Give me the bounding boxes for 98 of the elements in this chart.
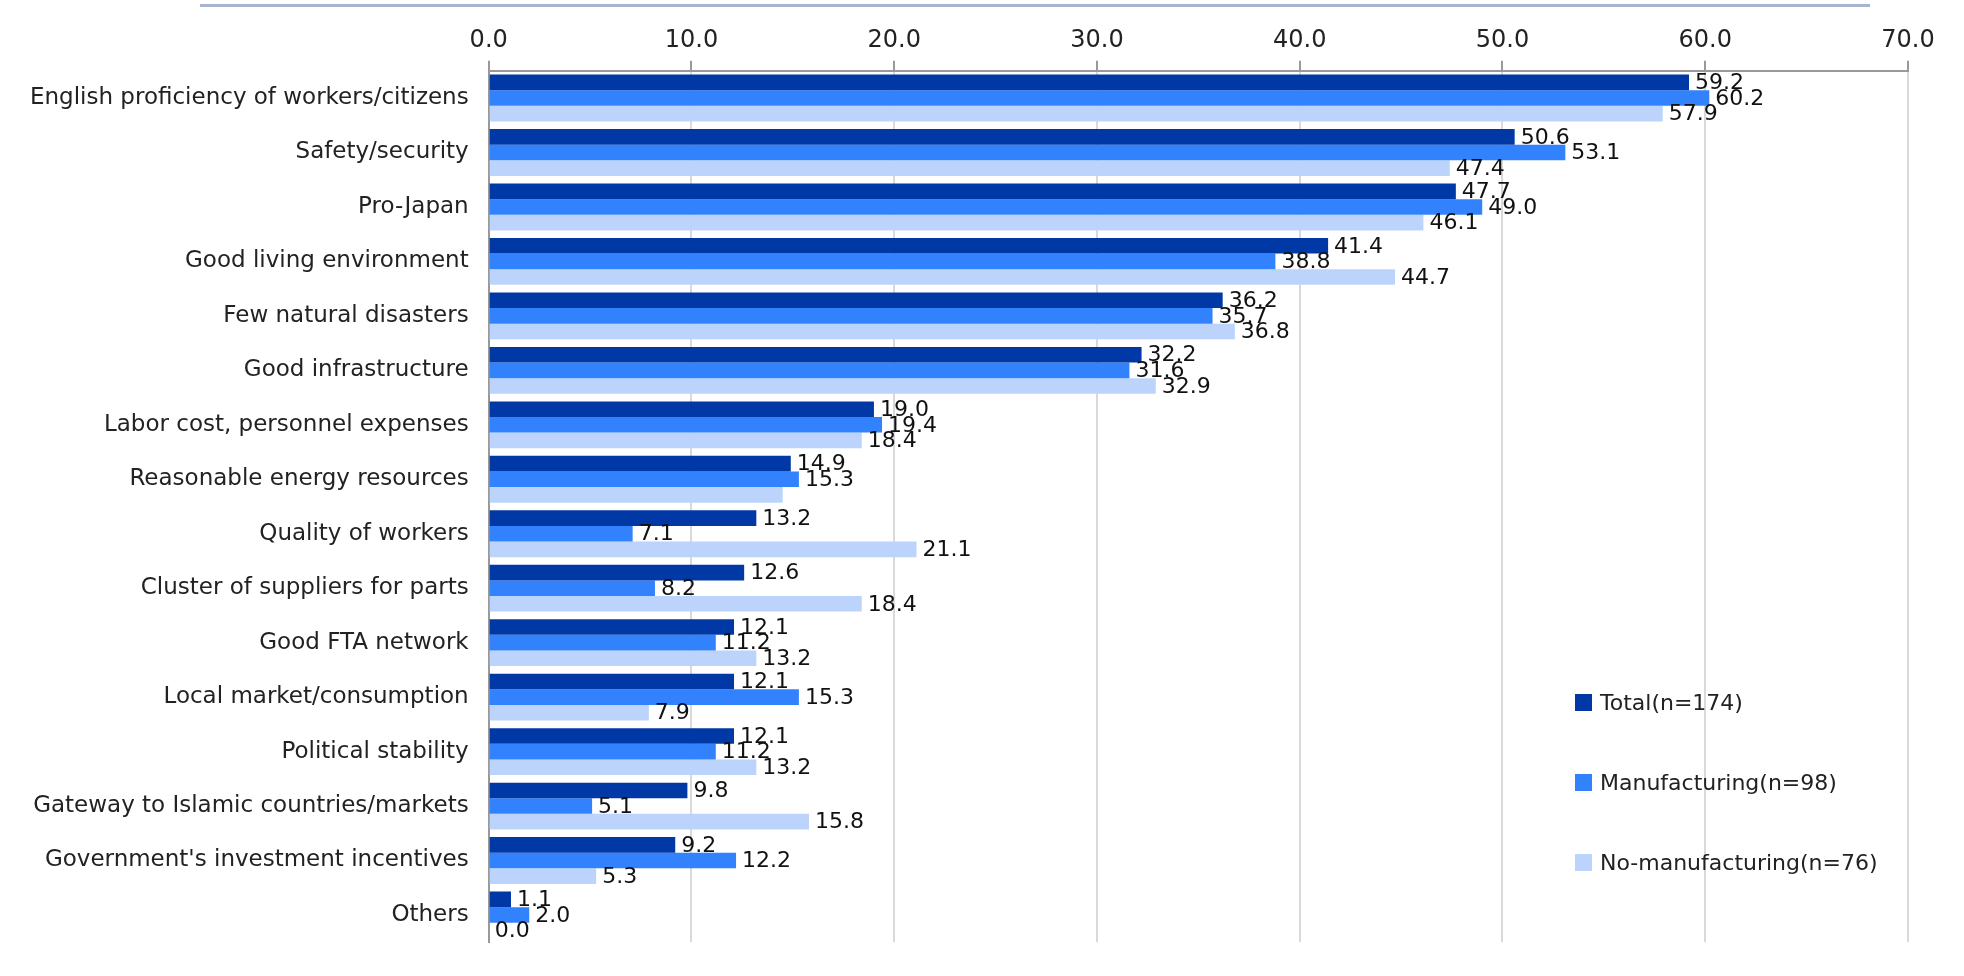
y-tick-label: Few natural disasters — [223, 300, 469, 327]
bar — [489, 541, 917, 558]
legend-label: Total(n=174) — [1600, 689, 1743, 715]
text: 50.0 — [1475, 24, 1530, 53]
data-label: 50.6 — [1520, 123, 1570, 149]
data-label: 9.8 — [693, 777, 729, 803]
bar — [489, 510, 757, 526]
data-label: 12.1 — [740, 668, 790, 694]
bar — [489, 782, 688, 799]
bar — [489, 432, 862, 449]
bar — [489, 837, 676, 853]
data-label: 12.2 — [742, 847, 792, 873]
data-label: 44.7 — [1401, 263, 1450, 289]
y-tick-label: Government's investment incentives — [44, 845, 469, 872]
bar — [489, 199, 1483, 215]
data-label: 9.2 — [681, 831, 717, 857]
y-tick-label: Good infrastructure — [243, 355, 469, 382]
y-tick-label: Good living environment — [185, 246, 469, 273]
text: 40.0 — [1273, 24, 1327, 53]
text: 30.0 — [1070, 24, 1124, 53]
bar — [489, 90, 1710, 106]
bar — [489, 362, 1130, 379]
bar — [489, 852, 737, 869]
bar — [489, 743, 716, 760]
data-label: 15.8 — [815, 808, 865, 834]
bar — [489, 673, 735, 690]
y-tick-label: Gateway to Islamic countries/markets — [33, 791, 469, 818]
bar — [489, 634, 716, 651]
y-tick-label: Cluster of suppliers for parts — [140, 573, 469, 600]
bar — [489, 813, 810, 830]
bar — [489, 580, 655, 596]
bar — [489, 160, 1450, 176]
data-label: 47.4 — [1455, 154, 1505, 180]
data-label: 38.8 — [1281, 248, 1331, 274]
y-tick-label: Pro-Japan — [358, 191, 469, 218]
bar — [489, 417, 883, 433]
data-label: 15.3 — [804, 683, 854, 709]
y-tick-label: Local market/consumption — [163, 682, 469, 709]
y-tick-label: Good FTA network — [259, 627, 470, 654]
bar — [489, 346, 1142, 363]
data-label: 53.1 — [1571, 139, 1621, 165]
text: 70.0 — [1881, 24, 1935, 53]
bar — [489, 487, 783, 503]
bar — [489, 455, 791, 472]
bar — [489, 269, 1396, 285]
bar — [489, 214, 1424, 231]
bar — [489, 525, 633, 542]
data-label: 5.1 — [598, 792, 634, 818]
text: 0.0 — [469, 24, 508, 53]
bar — [489, 619, 735, 635]
y-tick-label: Quality of workers — [259, 518, 469, 545]
bar — [489, 308, 1213, 324]
text: 10.0 — [664, 24, 719, 53]
data-label: 8.2 — [660, 574, 696, 600]
data-label: 12.6 — [750, 559, 800, 585]
y-tick-label: Others — [391, 899, 469, 926]
bar — [489, 704, 649, 721]
y-tick-label: English proficiency of workers/citizens — [30, 83, 469, 109]
bar — [489, 292, 1223, 309]
data-label: 5.3 — [602, 862, 638, 888]
data-label: 18.4 — [867, 590, 917, 616]
data-label: 41.4 — [1334, 232, 1384, 258]
text: 60.0 — [1678, 24, 1732, 53]
data-label: 21.1 — [922, 536, 972, 562]
text: 20.0 — [867, 24, 921, 53]
bar — [489, 891, 511, 908]
data-label: 13.2 — [762, 504, 812, 530]
bar — [489, 728, 735, 744]
bar — [489, 596, 862, 612]
bar — [489, 907, 530, 923]
bar — [489, 798, 593, 814]
bar — [489, 238, 1329, 254]
data-label: 7.1 — [638, 520, 674, 546]
bar — [489, 689, 799, 705]
bar — [489, 129, 1515, 145]
y-tick-label: Reasonable energy resources — [129, 464, 469, 491]
bar — [489, 378, 1156, 394]
bar — [489, 144, 1566, 161]
bar — [489, 401, 874, 417]
legend-label: No-manufacturing(n=76) — [1600, 849, 1878, 875]
bar — [489, 323, 1235, 340]
y-tick-label: Labor cost, personnel expenses — [103, 409, 469, 436]
y-tick-label: Political stability — [281, 736, 469, 763]
bar — [489, 253, 1276, 270]
bar — [489, 74, 1690, 91]
data-label: 57.9 — [1668, 100, 1718, 126]
bar — [489, 868, 597, 884]
bar — [489, 105, 1663, 122]
bar — [489, 564, 745, 581]
data-label: 46.1 — [1429, 209, 1479, 235]
legend-label: Manufacturing(n=98) — [1600, 769, 1837, 795]
y-tick-label: Safety/security — [295, 137, 469, 164]
bar — [489, 183, 1456, 200]
data-label: 0.0 — [494, 917, 530, 943]
data-label: 7.9 — [654, 699, 690, 725]
bar — [489, 759, 757, 775]
bar — [489, 650, 757, 667]
bar — [489, 471, 799, 488]
